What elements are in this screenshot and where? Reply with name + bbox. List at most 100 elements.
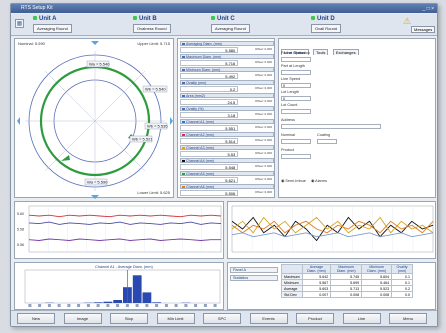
toolbar-button-product[interactable]: Product xyxy=(296,313,334,324)
tag-text: Wb = 5.521 xyxy=(132,137,153,142)
readout-label[interactable]: Ovality (mm) xyxy=(180,80,274,85)
toolbar-button-menu[interactable]: Menu xyxy=(389,313,427,324)
status-led-icon xyxy=(33,16,37,20)
histogram-bar xyxy=(113,300,123,303)
tab-line-status[interactable]: Line Status xyxy=(281,49,309,55)
readout-offset: Offset: 0.000 xyxy=(254,138,272,142)
tab-panel-a[interactable]: Panel A xyxy=(230,267,278,273)
tab-exchanges[interactable]: Exchanges xyxy=(332,49,359,55)
window-controls[interactable]: _ □ × xyxy=(422,6,435,12)
readout-label[interactable]: Ovality (%) xyxy=(180,106,274,111)
tag-text: Wa = 5.590 xyxy=(87,180,108,185)
row-label: Std Dev xyxy=(281,291,303,298)
series-swatch-icon xyxy=(182,69,185,71)
field-input[interactable]: 0 xyxy=(281,83,311,88)
field-input[interactable] xyxy=(281,124,381,129)
radio-alarms[interactable]: ◉ Alarms xyxy=(311,179,327,183)
histogram-bar xyxy=(142,292,152,303)
readout-offset: Offset: 0.000 xyxy=(254,99,272,103)
field-input[interactable] xyxy=(281,57,311,62)
warning-icon[interactable]: ⚠ xyxy=(403,16,412,26)
readout-value: 5.548 xyxy=(180,164,239,170)
y-tick-label: 5.60 xyxy=(17,212,24,216)
field-label: Part at Operation xyxy=(281,51,310,55)
series-swatch-icon xyxy=(182,160,185,162)
readout-label-text: Ovality (%) xyxy=(186,107,204,111)
trend-chart-left-svg: 5.60 5.58 5.56 xyxy=(17,205,222,253)
readout-label[interactable]: Area (mm2) xyxy=(180,93,274,98)
radio-semi-imbue[interactable]: ◉ Semi-Imbue xyxy=(281,179,306,183)
toolbar-button-events[interactable]: Events xyxy=(249,313,288,324)
readout-row: Channel A4 (mm) Offset: 0.000 5.548 xyxy=(180,158,274,171)
tab-tools[interactable]: Tools xyxy=(313,49,329,55)
readouts-panel: Averaging Diam. (mm) Offset: 0.000 5.580 Ma… xyxy=(177,38,275,198)
grid-icon[interactable]: ▦ xyxy=(15,19,24,28)
histogram-bar xyxy=(132,275,142,303)
series-swatch-icon xyxy=(182,82,185,84)
readout-label[interactable]: Channel A6 (mm) xyxy=(180,184,274,189)
readout-value: 5.716 xyxy=(180,60,239,66)
readout-label[interactable]: Maximum Diam. (mm) xyxy=(180,54,274,59)
left-pointer-icon xyxy=(17,117,20,125)
bottom-toolbar: New Image Stop Min Limit SPC Events Product Lin… xyxy=(11,310,437,326)
series-swatch-icon xyxy=(182,147,185,149)
readout-label-text: Channel A6 (mm) xyxy=(186,185,214,189)
coating-field[interactable] xyxy=(317,139,337,144)
field-input[interactable] xyxy=(281,70,311,75)
lower-limit-label: Lower Limit: 5.625 xyxy=(137,190,170,195)
radio-label: Semi-Imbue xyxy=(285,179,306,183)
histogram-svg: Channel A1 - Average Diam. (mm) xyxy=(24,265,221,307)
readout-row: Channel A3 (mm) Offset: 0.000 5.53 xyxy=(180,145,274,158)
toolbar-button-image[interactable]: Image xyxy=(63,313,102,324)
toolbar-button-new[interactable]: New xyxy=(17,313,55,324)
unit-c-mode-button[interactable]: Averaging Round xyxy=(211,24,250,33)
field-input[interactable]: 0 xyxy=(281,96,311,101)
readout-label[interactable]: Channel A2 (mm) xyxy=(180,132,274,137)
readout-label[interactable]: Channel A4 (mm) xyxy=(180,158,274,163)
unit-d-name: Unit D xyxy=(317,16,335,22)
series-line-1 xyxy=(28,221,222,225)
series-swatch-icon xyxy=(182,186,185,188)
bin-marker xyxy=(86,304,90,307)
column-header: Ovality (mm) xyxy=(391,264,413,274)
readout-label-text: Channel A3 (mm) xyxy=(186,146,214,150)
field-input[interactable] xyxy=(281,109,311,114)
readout-label[interactable]: Minimum Diam. (mm) xyxy=(180,67,274,72)
unit-a[interactable]: Unit A Averaging Round xyxy=(33,16,72,33)
unit-b-mode-button[interactable]: Ovalness Round xyxy=(133,24,171,33)
unit-b[interactable]: Unit B Ovalness Round xyxy=(133,16,171,33)
bin-marker xyxy=(155,304,159,307)
readout-row: Channel A5 (mm) Offset: 0.000 5.621 xyxy=(180,171,274,184)
tab-statistics[interactable]: Statistics xyxy=(230,275,278,281)
bin-marker xyxy=(135,304,139,307)
field-input[interactable] xyxy=(281,139,311,144)
toolbar-button-line[interactable]: Line xyxy=(342,313,381,324)
readout-label-text: Channel A4 (mm) xyxy=(186,159,214,163)
table-cell: 0.008 xyxy=(361,291,393,298)
unit-a-mode-button[interactable]: Averaging Round xyxy=(33,24,72,33)
readout-label[interactable]: Averaging Diam. (mm) xyxy=(180,41,274,46)
readout-value: 5.580 xyxy=(180,47,239,53)
toolbar-button-spc[interactable]: SPC xyxy=(203,313,241,324)
toolbar-button-stop[interactable]: Stop xyxy=(110,313,148,324)
readout-offset: Offset: 0.000 xyxy=(254,60,272,64)
field-input[interactable] xyxy=(281,154,311,159)
readout-label[interactable]: Channel A1 (mm) xyxy=(180,119,274,124)
readout-offset: Offset: 0.000 xyxy=(254,164,272,168)
toolbar-button-min-limit[interactable]: Min Limit xyxy=(156,313,195,324)
trend-chart-right-svg xyxy=(231,205,434,253)
messages-button[interactable]: Messages xyxy=(411,26,436,33)
readout-label[interactable]: Channel A5 (mm) xyxy=(180,171,274,176)
readout-label[interactable]: Channel A3 (mm) xyxy=(180,145,274,150)
readout-row: Channel A1 (mm) Offset: 0.000 5.551 xyxy=(180,119,274,132)
field-label: Line Speed xyxy=(281,77,301,81)
unit-d-mode-button[interactable]: Ovall Round xyxy=(311,24,342,33)
unit-d[interactable]: Unit D Ovall Round xyxy=(311,16,342,33)
statistics-panel: Panel A Statistics Average Diam. (mm) Ma… xyxy=(227,262,436,310)
bin-marker xyxy=(96,304,100,307)
series-swatch-icon xyxy=(182,134,185,136)
readout-label-text: Minimum Diam. (mm) xyxy=(186,68,221,72)
status-led-icon xyxy=(133,16,137,20)
bin-marker xyxy=(47,304,51,307)
unit-c[interactable]: Unit C Averaging Round xyxy=(211,16,250,33)
